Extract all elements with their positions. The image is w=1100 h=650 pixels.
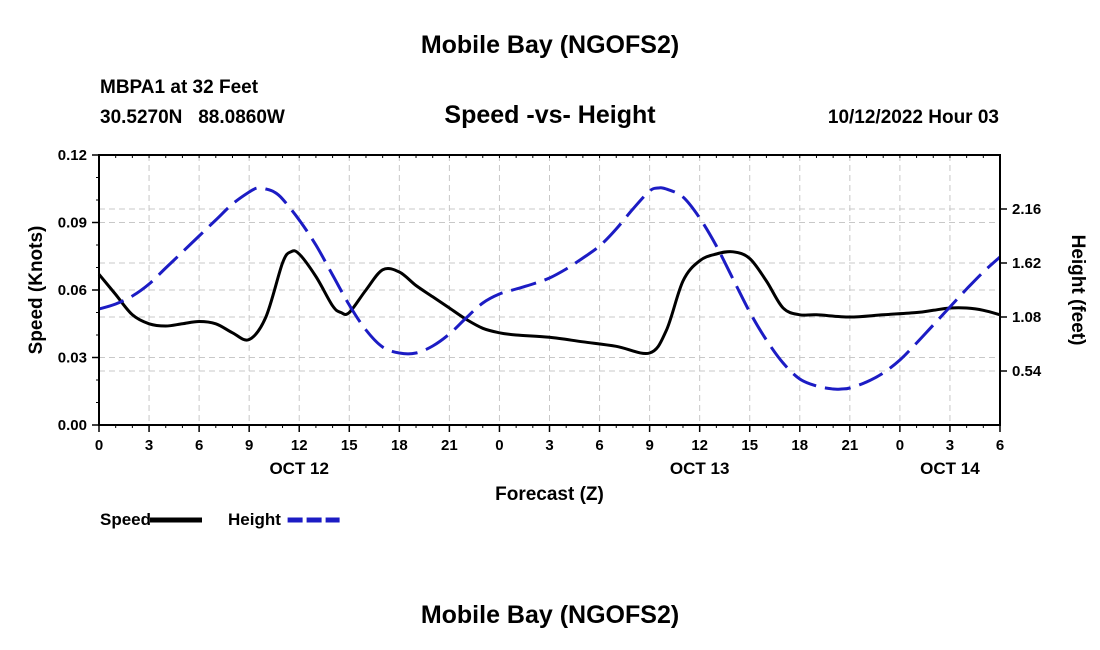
x-axis-title: Forecast (Z) <box>495 484 604 505</box>
y-right-tick-label: 2.16 <box>1012 201 1041 218</box>
series-line-height <box>98 186 1001 391</box>
x-tick-label: 15 <box>341 437 358 454</box>
date-label: OCT 14 <box>920 459 980 478</box>
legend: Speed Height <box>100 510 340 529</box>
x-tick-label: 9 <box>645 437 653 454</box>
x-tick-label: 0 <box>495 437 503 454</box>
x-tick-label: 0 <box>896 437 904 454</box>
axis-labels: 0 3 6 9 12 15 18 21 0 3 6 9 12 15 18 21 0 3 6 OCT 12 OCT 13 O… <box>26 147 1088 505</box>
x-tick-label: 15 <box>741 437 758 454</box>
x-tick-label: 0 <box>95 437 103 454</box>
x-tick-label: 6 <box>996 437 1004 454</box>
chart-subtitle: Speed -vs- Height <box>444 101 656 129</box>
x-tick-label: 12 <box>691 437 708 454</box>
x-tick-label: 6 <box>195 437 203 454</box>
x-tick-label: 3 <box>545 437 553 454</box>
station-label: MBPA1 at 32 Feet <box>100 77 259 98</box>
x-tick-label: 3 <box>145 437 153 454</box>
date-label: OCT 13 <box>670 459 730 478</box>
series-line-speed <box>97 249 1001 356</box>
chart-title: Mobile Bay (NGOFS2) <box>420 31 680 59</box>
y-right-tick-label: 1.62 <box>1012 255 1041 272</box>
legend-label-speed: Speed <box>100 510 151 529</box>
station-coordinates: 30.5270N 88.0860W <box>100 107 285 128</box>
y-right-tick-label: 1.08 <box>1012 309 1041 326</box>
x-tick-label: 18 <box>791 437 808 454</box>
x-tick-label: 9 <box>245 437 253 454</box>
series-layer <box>97 186 1001 391</box>
date-label: OCT 12 <box>269 459 329 478</box>
y-right-tick-label: 0.54 <box>1012 363 1042 380</box>
x-tick-label: 6 <box>595 437 603 454</box>
x-tick-label: 18 <box>391 437 408 454</box>
y-left-tick-label: 0.03 <box>58 350 87 367</box>
footer-title: Mobile Bay (NGOFS2) <box>420 601 680 629</box>
forecast-datetime: 10/12/2022 Hour 03 <box>827 107 999 128</box>
grid <box>99 155 1000 425</box>
y-left-axis-title: Speed (Knots) <box>26 226 47 355</box>
y-left-tick-label: 0.06 <box>58 282 87 299</box>
x-tick-label: 12 <box>291 437 308 454</box>
x-tick-label: 3 <box>946 437 954 454</box>
y-left-tick-label: 0.12 <box>58 147 87 164</box>
plot-frame <box>98 154 1001 426</box>
y-right-axis-title: Height (feet) <box>1067 235 1088 346</box>
y-left-tick-label: 0.09 <box>58 215 87 232</box>
y-left-tick-label: 0.00 <box>58 417 87 434</box>
x-tick-label: 21 <box>441 437 458 454</box>
legend-label-height: Height <box>228 510 281 529</box>
x-tick-label: 21 <box>841 437 858 454</box>
